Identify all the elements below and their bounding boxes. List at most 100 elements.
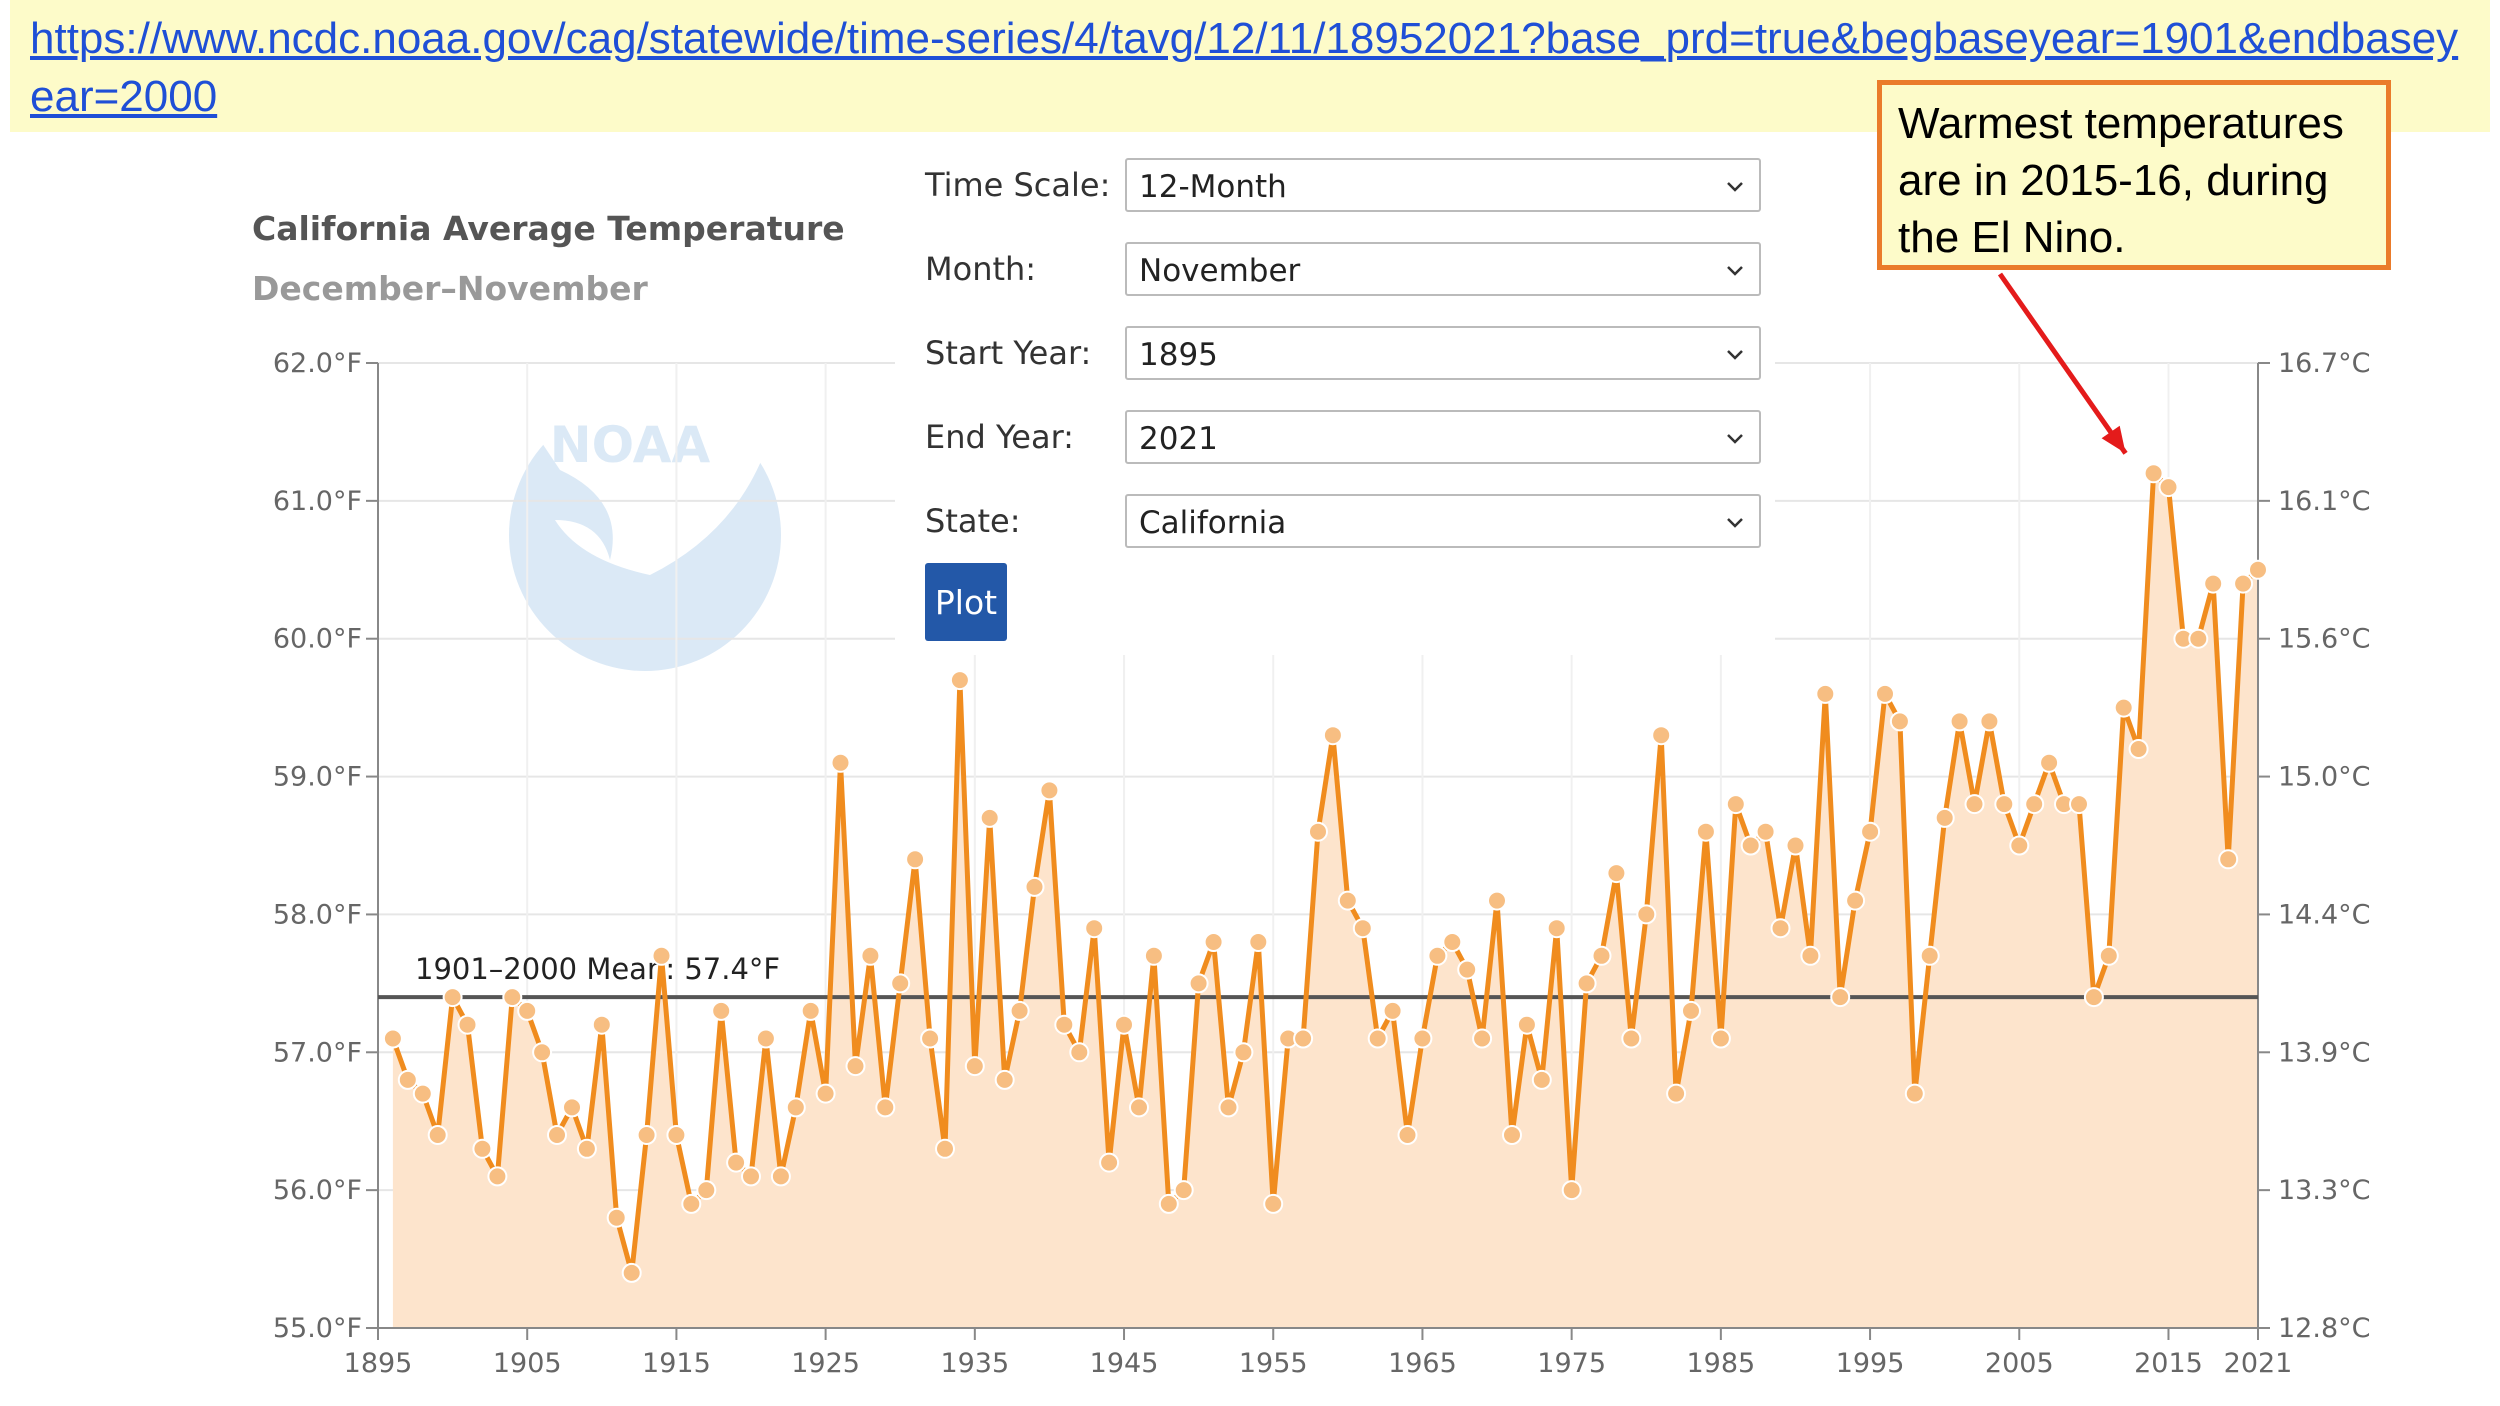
time-scale-select[interactable]: 12-Month [1125, 158, 1761, 212]
data-point [547, 1125, 567, 1145]
data-point [1188, 973, 1209, 994]
y-tick-label-right: 16.1°C [2278, 486, 2370, 517]
data-point [1725, 794, 1746, 815]
data-point [1337, 890, 1358, 911]
data-point [1322, 725, 1343, 746]
data-point [1248, 932, 1269, 952]
data-point [1203, 932, 1224, 952]
data-point [2009, 835, 2030, 856]
data-point [502, 987, 523, 1008]
x-tick-label: 1955 [1239, 1348, 1308, 1379]
y-tick-label: 58.0°F [273, 899, 362, 930]
chart-title: California Average Temperature [252, 209, 845, 248]
end-year-value: 2021 [1139, 421, 1218, 457]
start-year-select[interactable]: 1895 [1125, 326, 1761, 380]
data-point [815, 1083, 836, 1104]
source-url-link[interactable]: https://www.ncdc.noaa.gov/cag/statewide/… [30, 14, 2459, 121]
data-point [979, 807, 1000, 828]
data-point [1681, 1000, 1701, 1021]
y-tick-label: 61.0°F [273, 486, 362, 517]
data-point [1367, 1028, 1388, 1049]
data-point [1695, 821, 1716, 842]
data-point [2113, 697, 2134, 718]
y-tick-label-right: 15.0°C [2278, 762, 2370, 793]
data-point [397, 1069, 418, 1090]
start-year-value: 1895 [1139, 337, 1218, 373]
data-point [875, 1097, 896, 1118]
data-point [2188, 628, 2209, 649]
data-point [2158, 477, 2179, 498]
x-tick-label: 1925 [791, 1348, 860, 1379]
data-point [1442, 932, 1463, 952]
data-point [1397, 1125, 1418, 1145]
data-point [457, 1014, 478, 1035]
data-point [412, 1083, 433, 1104]
data-point [1427, 945, 1448, 966]
data-point [1263, 1193, 1284, 1214]
x-tick-label: 1905 [493, 1348, 562, 1379]
data-point [1576, 973, 1597, 994]
y-tick-label-right: 16.7°C [2278, 348, 2370, 379]
plot-button[interactable]: Plot [925, 563, 1007, 641]
data-point [949, 670, 970, 691]
data-point [487, 1166, 508, 1187]
y-tick-label: 55.0°F [273, 1313, 362, 1344]
data-point [1114, 1014, 1134, 1035]
data-point [1158, 1193, 1179, 1214]
y-axis-ticks: 55.0°F 12.8°C 56.0°F 13.3°C 57.0°F 13.9°C 58.0… [273, 348, 2371, 1344]
data-point [1636, 904, 1657, 925]
time-scale-row: Time Scale: 12-Month [925, 158, 1765, 218]
data-point [1964, 794, 1985, 815]
series-area [392, 473, 2258, 1328]
data-point [1009, 1000, 1030, 1021]
data-point [1785, 835, 1806, 856]
data-point [1531, 1069, 1552, 1090]
noaa-logo-watermark: NOAA [509, 395, 781, 671]
callout-arrowhead [2101, 425, 2126, 454]
data-point [1770, 918, 1791, 939]
data-point [2233, 573, 2254, 594]
data-point [1054, 1014, 1075, 1035]
state-row: State: California [925, 494, 1765, 554]
data-point [636, 1125, 657, 1145]
state-value: California [1139, 505, 1287, 541]
data-point [1233, 1042, 1254, 1063]
data-point [1487, 890, 1507, 911]
data-point [1606, 863, 1627, 884]
month-row: Month: November [925, 242, 1765, 302]
data-point [1457, 959, 1478, 980]
data-point [1293, 1028, 1314, 1049]
x-tick-label: 1995 [1836, 1348, 1905, 1379]
data-point [785, 1097, 806, 1118]
data-point [1934, 807, 1955, 828]
data-point [1621, 1028, 1642, 1049]
data-point [1979, 711, 2000, 732]
end-year-select[interactable]: 2021 [1125, 410, 1761, 464]
start-year-label: Start Year: [925, 334, 1092, 372]
x-tick-label: 1975 [1537, 1348, 1606, 1379]
data-point [591, 1014, 612, 1035]
state-select[interactable]: California [1125, 494, 1761, 548]
data-point [2069, 794, 2089, 815]
y-tick-label-right: 13.3°C [2278, 1175, 2370, 1206]
data-point [1308, 821, 1328, 842]
data-point [905, 849, 926, 870]
chart-controls: Time Scale: 12-Month Month: November Sta… [895, 145, 1775, 655]
y-tick-label: 57.0°F [273, 1037, 362, 1068]
data-point [1084, 918, 1105, 939]
month-select[interactable]: November [1125, 242, 1761, 296]
y-tick-label: 56.0°F [273, 1175, 362, 1206]
data-point [2128, 739, 2149, 759]
url-banner: https://www.ncdc.noaa.gov/cag/statewide/… [10, 0, 2490, 132]
time-scale-value: 12-Month [1139, 169, 1287, 205]
data-point [1024, 876, 1045, 897]
data-point [2203, 573, 2224, 594]
chevron-down-icon [1727, 182, 1743, 192]
data-point [1994, 794, 2015, 815]
data-point [1412, 1028, 1433, 1049]
data-point [2098, 945, 2119, 966]
month-label: Month: [925, 250, 1037, 288]
start-year-row: Start Year: 1895 [925, 326, 1765, 386]
data-point [1755, 821, 1776, 842]
data-point [1039, 780, 1060, 801]
